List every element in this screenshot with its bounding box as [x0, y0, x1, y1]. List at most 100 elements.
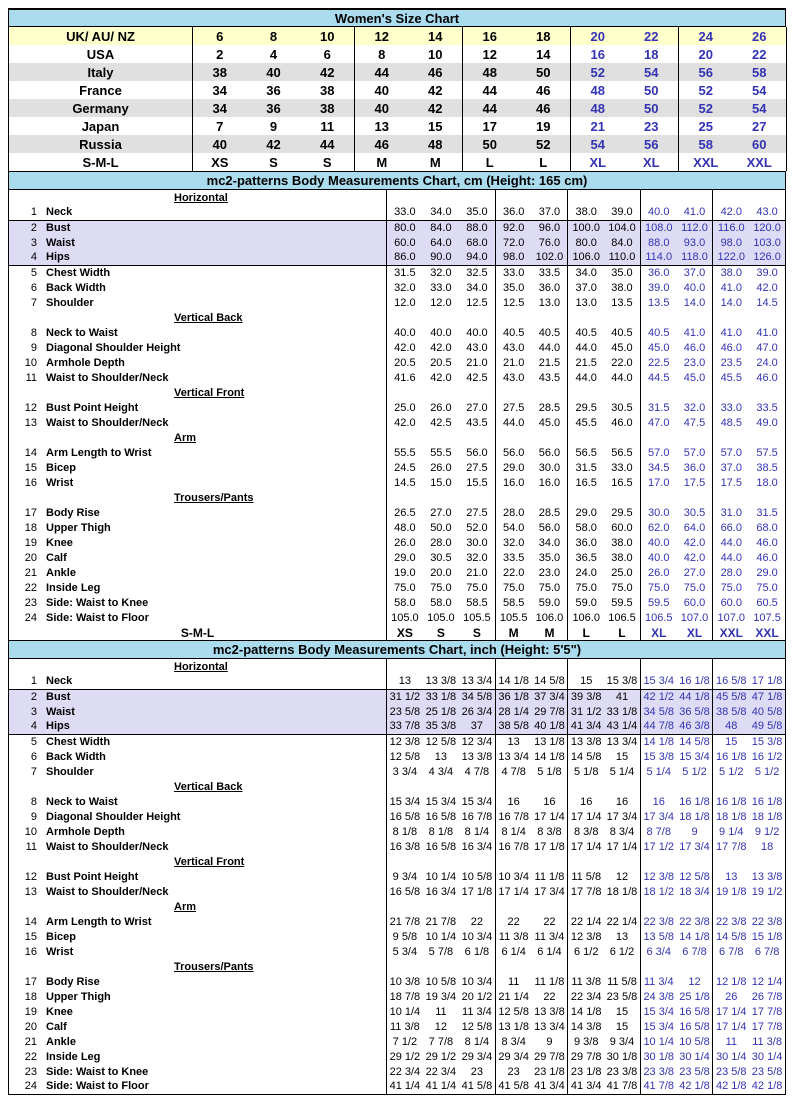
value-cell: 41.6: [385, 370, 423, 385]
value-cell: 12.0: [385, 295, 423, 310]
row-label: 1 Neck: [9, 674, 387, 689]
value-cell: 25: [678, 117, 733, 135]
row-label: 12 Bust Point Height: [9, 400, 387, 415]
value-cell: 114.0: [639, 250, 677, 266]
value-cell: 17 1/4: [494, 884, 532, 899]
row-number: 23: [24, 1065, 37, 1078]
measurement-row: 5 Chest Width 12 3/8 12 5/8 12 3/4 13 13 1/8 13…: [9, 734, 786, 749]
row-name: Side: Waist to Floor: [46, 611, 149, 624]
row-label: 14 Arm Length to Wrist: [9, 914, 387, 929]
value-cell: 48: [570, 99, 625, 117]
value-cell: 50: [644, 100, 659, 116]
row-label: S-M-L: [180, 625, 215, 640]
row-name: Shoulder: [46, 765, 94, 778]
value-cell: 75.0: [430, 581, 452, 594]
row-name: Shoulder: [46, 296, 94, 309]
empty-cell: [639, 959, 677, 974]
value-cell: 8 3/8: [567, 824, 605, 839]
value-cell: 18 1/8: [712, 809, 750, 824]
value-cell: 15: [567, 674, 605, 689]
measurement-row: 14 Arm Length to Wrist 21 7/8 21 7/8 22 22 22 2…: [9, 914, 786, 929]
value-cell: 19: [536, 118, 551, 134]
value-cell: 32.0: [430, 266, 452, 279]
value-cell: 75.0: [466, 581, 488, 594]
value-cell: 44.0: [494, 415, 532, 430]
value-cell: 45.5: [712, 370, 750, 385]
row-label: 19 Knee: [9, 1004, 387, 1019]
value-cell: 50: [644, 82, 659, 98]
value-cell: 106.0: [567, 250, 605, 266]
value-cell: 36 5/8: [676, 704, 713, 719]
value-cell: 17 1/8: [461, 885, 493, 898]
value-cell: 23 5/8: [712, 1064, 750, 1079]
value-cell: 17 3/4: [639, 809, 677, 824]
value-cell: 6 7/8: [712, 944, 750, 959]
value-cell: 36.0: [538, 281, 561, 294]
empty-cell: [677, 659, 713, 674]
value-cell: 44: [354, 63, 409, 81]
value-cell: 42.0: [385, 340, 423, 355]
value-cell: 13.0: [567, 295, 605, 310]
value-cell: 16: [639, 794, 677, 809]
row-label: 2 Bust: [8, 219, 387, 235]
value-cell: 15 1/8: [751, 930, 783, 943]
value-cell: 18 1/8: [679, 810, 710, 823]
value-cell: 42: [266, 136, 281, 152]
measurement-row: 3 Waist 23 5/8 25 1/8 26 3/4 28 1/4 29 7/8 31 1…: [8, 704, 786, 719]
value-cell: 16 7/8: [494, 839, 532, 854]
value-cell: 47.0: [639, 415, 677, 430]
value-cell: 12: [434, 1020, 448, 1033]
value-cell: 24.0: [567, 565, 605, 580]
value-cell: 21 7/8: [425, 915, 457, 928]
row-number: 14: [24, 446, 37, 459]
value-cell: 93.0: [676, 235, 713, 250]
empty-cell: [749, 430, 785, 445]
value-cell: 13 3/8: [751, 870, 783, 883]
value-cell: 118.0: [676, 250, 713, 266]
value-cell: 36.0: [683, 461, 706, 474]
empty-cell: [639, 310, 677, 325]
value-cell: 75.0: [683, 581, 706, 594]
empty-cell: [532, 490, 568, 505]
value-cell: 40: [266, 64, 281, 80]
value-cell: 94.0: [459, 250, 496, 266]
row-label: 4 Hips: [8, 719, 387, 735]
value-cell: 23 5/8: [751, 1065, 783, 1078]
value-cell: 10 1/4: [425, 930, 457, 943]
row-label: 17 Body Rise: [9, 505, 387, 520]
value-cell: 20: [678, 45, 733, 63]
empty-cell: [749, 899, 785, 914]
value-cell: 5 1/2: [712, 764, 750, 779]
value-cell: 20.0: [430, 566, 452, 579]
value-cell: 40.5: [538, 326, 561, 339]
value-cell: 14 1/8: [494, 674, 532, 689]
section-label: Vertical Front: [9, 854, 387, 869]
row-label: 10 Armhole Depth: [9, 355, 387, 370]
value-cell: 30.5: [611, 401, 633, 414]
sizes-row: S-M-L XS S S M M L L XL XL XXL XXL: [9, 625, 786, 640]
value-cell: 17.5: [683, 476, 706, 489]
value-cell: 17 7/8: [751, 1005, 783, 1018]
value-cell: 11: [320, 118, 335, 134]
value-cell: 15 3/4: [461, 795, 493, 808]
value-cell: 47.0: [756, 341, 778, 354]
value-cell: 42.0: [385, 415, 423, 430]
empty-cell: [423, 779, 459, 794]
value-cell: 17: [462, 117, 517, 135]
value-cell: 8 1/4: [464, 825, 490, 838]
empty-cell: [604, 190, 640, 205]
value-cell: 59.0: [567, 595, 605, 610]
value-cell: 12.0: [430, 296, 452, 309]
value-cell: 15: [428, 118, 443, 134]
value-cell: 38.5: [756, 461, 778, 474]
measurement-row: 9 Diagonal Shoulder Height 16 5/8 16 5/8 16 …: [9, 809, 786, 824]
value-cell: 20.5: [430, 356, 452, 369]
row-name: Inside Leg: [46, 1050, 101, 1063]
empty-cell: [677, 854, 713, 869]
value-cell: 46.0: [611, 416, 633, 429]
row-number: 20: [24, 1020, 37, 1033]
value-cell: 14 5/8: [679, 735, 710, 748]
value-cell: 13: [494, 734, 532, 749]
value-cell: 14: [536, 46, 551, 62]
section-label-text: Arm: [174, 431, 197, 444]
